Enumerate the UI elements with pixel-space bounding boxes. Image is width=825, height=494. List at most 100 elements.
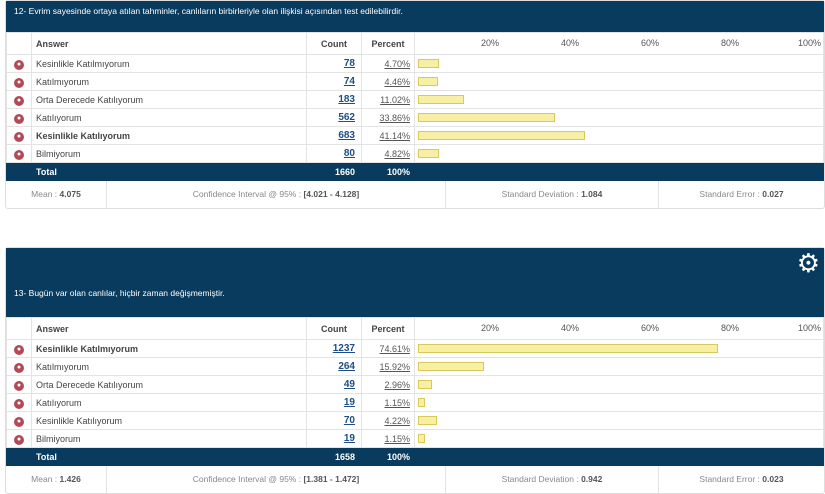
percent-bar — [418, 362, 484, 371]
percent-bar — [418, 434, 425, 443]
gear-icon[interactable]: ⚙ — [796, 248, 820, 278]
total-percent: 100% — [361, 447, 415, 466]
answer-label: Kesinlikle Katılıyorum — [31, 126, 307, 145]
user-icon[interactable]: ● — [14, 113, 24, 124]
percent-bar — [418, 131, 585, 140]
table-row: ● Kesinlikle Katılıyorum 683 41.14% — [6, 126, 824, 145]
count-link[interactable]: 70 — [343, 415, 355, 426]
percent-column-header: Percent — [361, 317, 415, 340]
percent-bar — [418, 59, 439, 68]
user-icon[interactable]: ● — [14, 380, 24, 391]
count-link[interactable]: 80 — [343, 148, 355, 159]
answer-label: Katılmıyorum — [31, 72, 307, 91]
standard-error-stat: Standard Error : 0.023 — [699, 474, 784, 484]
count-link[interactable]: 19 — [343, 397, 355, 408]
scale-label: 60% — [640, 323, 659, 333]
user-icon[interactable]: ● — [14, 149, 24, 160]
table-row: ● Kesinlikle Katılmıyorum 1237 74.61% — [6, 339, 824, 358]
table-row: ● Katılmıyorum 74 4.46% — [6, 72, 824, 91]
question-panel-12: 12- Evrim sayesinde ortaya atılan tahmin… — [5, 0, 825, 209]
table-row: ● Katılıyorum 19 1.15% — [6, 393, 824, 412]
percent-link[interactable]: 15.92% — [379, 361, 410, 372]
answer-label: Orta Derecede Katılıyorum — [31, 375, 307, 394]
answer-label: Katılıyorum — [31, 108, 307, 127]
icon-column-header — [6, 32, 32, 55]
percent-link[interactable]: 74.61% — [379, 343, 410, 354]
standard-error-stat: Standard Error : 0.027 — [699, 189, 784, 199]
user-icon[interactable]: ● — [14, 416, 24, 427]
percent-column-header: Percent — [361, 32, 415, 55]
count-column-header: Count — [306, 317, 362, 340]
scale-label: 80% — [720, 38, 739, 48]
percent-link[interactable]: 11.02% — [380, 94, 410, 105]
scale-label: 40% — [560, 323, 579, 333]
percent-link[interactable]: 2.96% — [384, 379, 410, 390]
confidence-interval-stat: Confidence Interval @ 95% : [4.021 - 4.1… — [107, 181, 446, 208]
percent-bar — [418, 95, 465, 104]
scale-label: 60% — [640, 38, 659, 48]
user-icon[interactable]: ● — [14, 131, 24, 142]
scale-label: 40% — [560, 38, 579, 48]
answer-label: Katılıyorum — [31, 393, 307, 412]
count-link[interactable]: 1237 — [332, 343, 355, 354]
answer-label: Kesinlikle Katılıyorum — [31, 411, 307, 430]
total-label: Total — [31, 447, 307, 466]
percent-bar — [418, 149, 440, 158]
scale-label: 20% — [480, 38, 499, 48]
statistics-row: Mean : 1.426 Confidence Interval @ 95% :… — [6, 466, 824, 493]
answers-table: Answer Count Percent 20% 40% 60% 80% 100% ● Kesin… — [6, 317, 824, 466]
user-icon[interactable]: ● — [14, 434, 24, 445]
table-header: Answer Count Percent 20% 40% 60% 80% 100% — [6, 317, 824, 340]
standard-deviation-stat: Standard Deviation : 1.084 — [446, 181, 659, 208]
scale-label: 100% — [797, 38, 821, 48]
answer-label: Kesinlikle Katılmıyorum — [31, 54, 307, 73]
total-percent: 100% — [361, 162, 415, 181]
question-title: 12- Evrim sayesinde ortaya atılan tahmin… — [14, 6, 403, 16]
user-icon[interactable]: ● — [14, 398, 24, 409]
percent-link[interactable]: 4.82% — [384, 148, 410, 159]
table-row: ● Katılıyorum 562 33.86% — [6, 108, 824, 127]
count-link[interactable]: 74 — [343, 76, 355, 87]
percent-link[interactable]: 4.22% — [384, 415, 410, 426]
table-row: ● Bilmiyorum 80 4.82% — [6, 144, 824, 163]
count-link[interactable]: 683 — [338, 130, 355, 141]
count-link[interactable]: 183 — [338, 94, 355, 105]
count-link[interactable]: 19 — [343, 433, 355, 444]
total-count: 1658 — [306, 447, 362, 466]
answer-label: Orta Derecede Katılıyorum — [31, 90, 307, 109]
answers-table: Answer Count Percent 20% 40% 60% 80% 100% ● Kesin… — [6, 32, 824, 181]
total-row: Total 1660 100% — [6, 162, 824, 181]
percent-link[interactable]: 1.15% — [384, 397, 410, 408]
count-link[interactable]: 78 — [343, 58, 355, 69]
user-icon[interactable]: ● — [14, 344, 24, 355]
percent-link[interactable]: 4.46% — [384, 76, 410, 87]
percent-link[interactable]: 1.15% — [384, 433, 410, 444]
icon-column-header — [6, 317, 32, 340]
table-row: ● Kesinlikle Katılıyorum 70 4.22% — [6, 411, 824, 430]
question-header: 12- Evrim sayesinde ortaya atılan tahmin… — [6, 1, 824, 32]
user-icon[interactable]: ● — [14, 77, 24, 88]
table-row: ● Orta Derecede Katılıyorum 183 11.02% — [6, 90, 824, 109]
count-link[interactable]: 49 — [343, 379, 355, 390]
table-row: ● Orta Derecede Katılıyorum 49 2.96% — [6, 375, 824, 394]
user-icon[interactable]: ● — [14, 59, 24, 70]
percent-link[interactable]: 41.14% — [379, 130, 410, 141]
percent-link[interactable]: 4.70% — [384, 58, 410, 69]
count-column-header: Count — [306, 32, 362, 55]
count-link[interactable]: 264 — [338, 361, 355, 372]
table-header: Answer Count Percent 20% 40% 60% 80% 100% — [6, 32, 824, 55]
scale-label: 80% — [720, 323, 739, 333]
user-icon[interactable]: ● — [14, 95, 24, 106]
count-link[interactable]: 562 — [338, 112, 355, 123]
answer-column-header: Answer — [31, 32, 307, 55]
percent-link[interactable]: 33.86% — [379, 112, 410, 123]
question-title: 13- Bugün var olan canlılar, hiçbir zama… — [14, 288, 225, 298]
percent-scale: 20% 40% 60% 80% 100% — [415, 318, 823, 339]
user-icon[interactable]: ● — [14, 362, 24, 373]
percent-bar — [418, 344, 719, 353]
standard-deviation-stat: Standard Deviation : 0.942 — [446, 466, 659, 493]
answer-label: Katılmıyorum — [31, 357, 307, 376]
total-count: 1660 — [306, 162, 362, 181]
percent-bar — [418, 77, 438, 86]
scale-label: 20% — [480, 323, 499, 333]
